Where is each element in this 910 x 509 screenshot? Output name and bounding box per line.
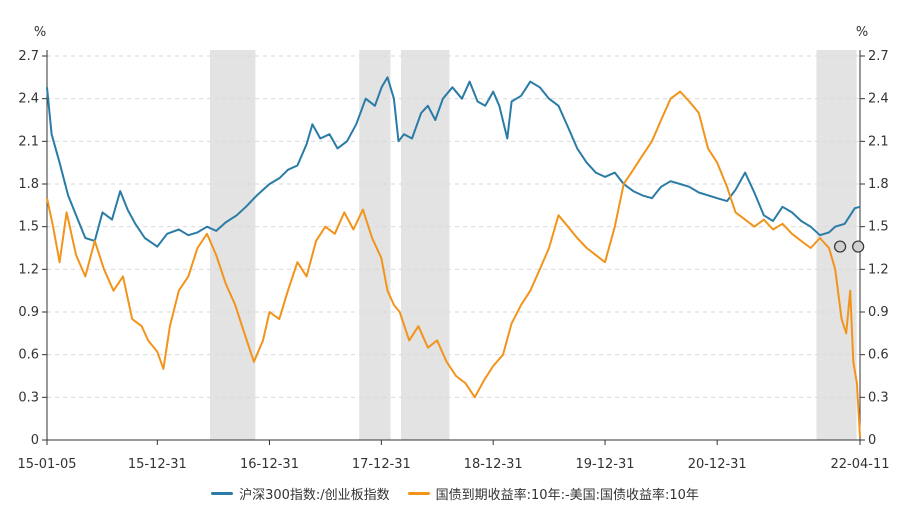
right-tick-label-1: 0.3 [868,390,889,405]
right-tick-label-9: 2.7 [868,49,889,64]
right-tick-label-0: 0 [868,433,876,448]
series-line-2 [46,90,861,438]
left-tick-label-6: 1.8 [18,177,39,192]
right-tick-label-5: 1.5 [868,220,889,235]
legend-swatch-series-2 [407,492,430,495]
x-tick-label-2: 16-12-31 [240,457,299,472]
left-axis-unit: % [34,25,46,40]
marker-circle-1 [833,240,847,253]
marker-circle-2 [852,240,865,253]
legend-swatch-series-1 [211,492,234,495]
legend-label-series-2: 国债到期收益率:10年:-美国:国债收益率:10年 [435,488,699,503]
legend-item-series-1[interactable]: 沪深300指数:/创业板指数 [211,484,390,503]
right-tick-label-4: 1.2 [868,262,889,277]
series-line-1 [46,76,861,248]
x-tick-label-0: 15-01-05 [17,457,76,472]
shaded-period-1 [210,50,256,440]
legend: 沪深300指数:/创业板指数 国债到期收益率:10年:-美国:国债收益率:10年 [0,484,910,503]
left-tick-label-2: 0.6 [18,348,39,363]
x-tick-label-6: 20-12-31 [688,457,747,472]
legend-label-series-1: 沪深300指数:/创业板指数 [239,488,390,503]
x-tick-label-7: 22-04-11 [830,457,889,472]
right-axis-unit: % [856,25,868,40]
right-tick-label-8: 2.4 [868,92,889,107]
right-tick-label-3: 0.9 [868,305,889,320]
legend-item-series-2[interactable]: 国债到期收益率:10年:-美国:国债收益率:10年 [407,484,699,503]
left-tick-label-0: 0 [31,433,39,448]
right-tick-label-7: 2.1 [868,134,889,149]
x-tick-label-1: 15-12-31 [128,457,187,472]
left-tick-label-7: 2.1 [18,134,39,149]
shaded-period-3 [400,50,450,440]
x-tick-label-5: 19-12-31 [576,457,635,472]
x-tick-label-4: 18-12-31 [464,457,523,472]
left-tick-label-4: 1.2 [18,262,39,277]
line-chart: 0 0.3 0.6 0.9 1.2 1.5 1.8 2.1 2.4 2.7 0 0.3 0.6 0.9 1.… [17,25,889,472]
right-tick-label-6: 1.8 [868,177,889,192]
left-tick-label-9: 2.7 [18,49,39,64]
left-tick-label-5: 1.5 [18,220,39,235]
left-tick-label-3: 0.9 [18,305,39,320]
left-tick-label-8: 2.4 [18,92,39,107]
x-tick-label-3: 17-12-31 [352,457,411,472]
right-tick-label-2: 0.6 [868,348,889,363]
left-tick-label-1: 0.3 [18,390,39,405]
